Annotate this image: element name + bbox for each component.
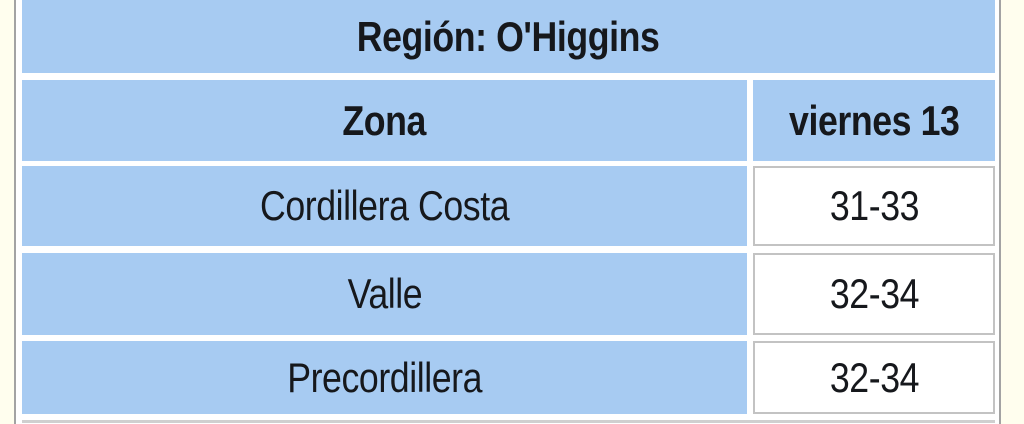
zone-label: Precordillera (287, 353, 482, 401)
temp-value: 32-34 (829, 353, 919, 401)
column-header-day: viernes 13 (753, 80, 995, 161)
temp-value: 31-33 (829, 182, 919, 229)
zone-cell: Cordillera Costa (22, 166, 747, 246)
column-header-zona-label: Zona (342, 96, 427, 144)
region-title: Región: O'Higgins (357, 12, 660, 60)
region-title-row: Región: O'Higgins (22, 0, 995, 73)
forecast-table: Región: O'Higgins Zona viernes 13 Cordil… (14, 0, 1001, 424)
column-header-zona: Zona (22, 80, 747, 161)
region-title-cell: Región: O'Higgins (22, 0, 995, 73)
table-row: Precordillera 32-34 (22, 341, 995, 414)
column-header-row: Zona viernes 13 (22, 80, 995, 161)
table-row: Cordillera Costa 31-33 (22, 166, 995, 246)
zone-cell: Precordillera (22, 341, 747, 414)
temp-value: 32-34 (829, 270, 919, 317)
column-header-day-label: viernes 13 (788, 96, 960, 144)
temp-cell: 32-34 (753, 253, 995, 335)
cutoff-next-row-edge (22, 420, 995, 423)
temp-cell: 32-34 (753, 341, 995, 414)
zone-cell: Valle (22, 253, 747, 335)
temp-cell: 31-33 (753, 166, 995, 246)
zone-label: Valle (347, 270, 422, 317)
table-row: Valle 32-34 (22, 253, 995, 335)
zone-label: Cordillera Costa (259, 182, 510, 229)
